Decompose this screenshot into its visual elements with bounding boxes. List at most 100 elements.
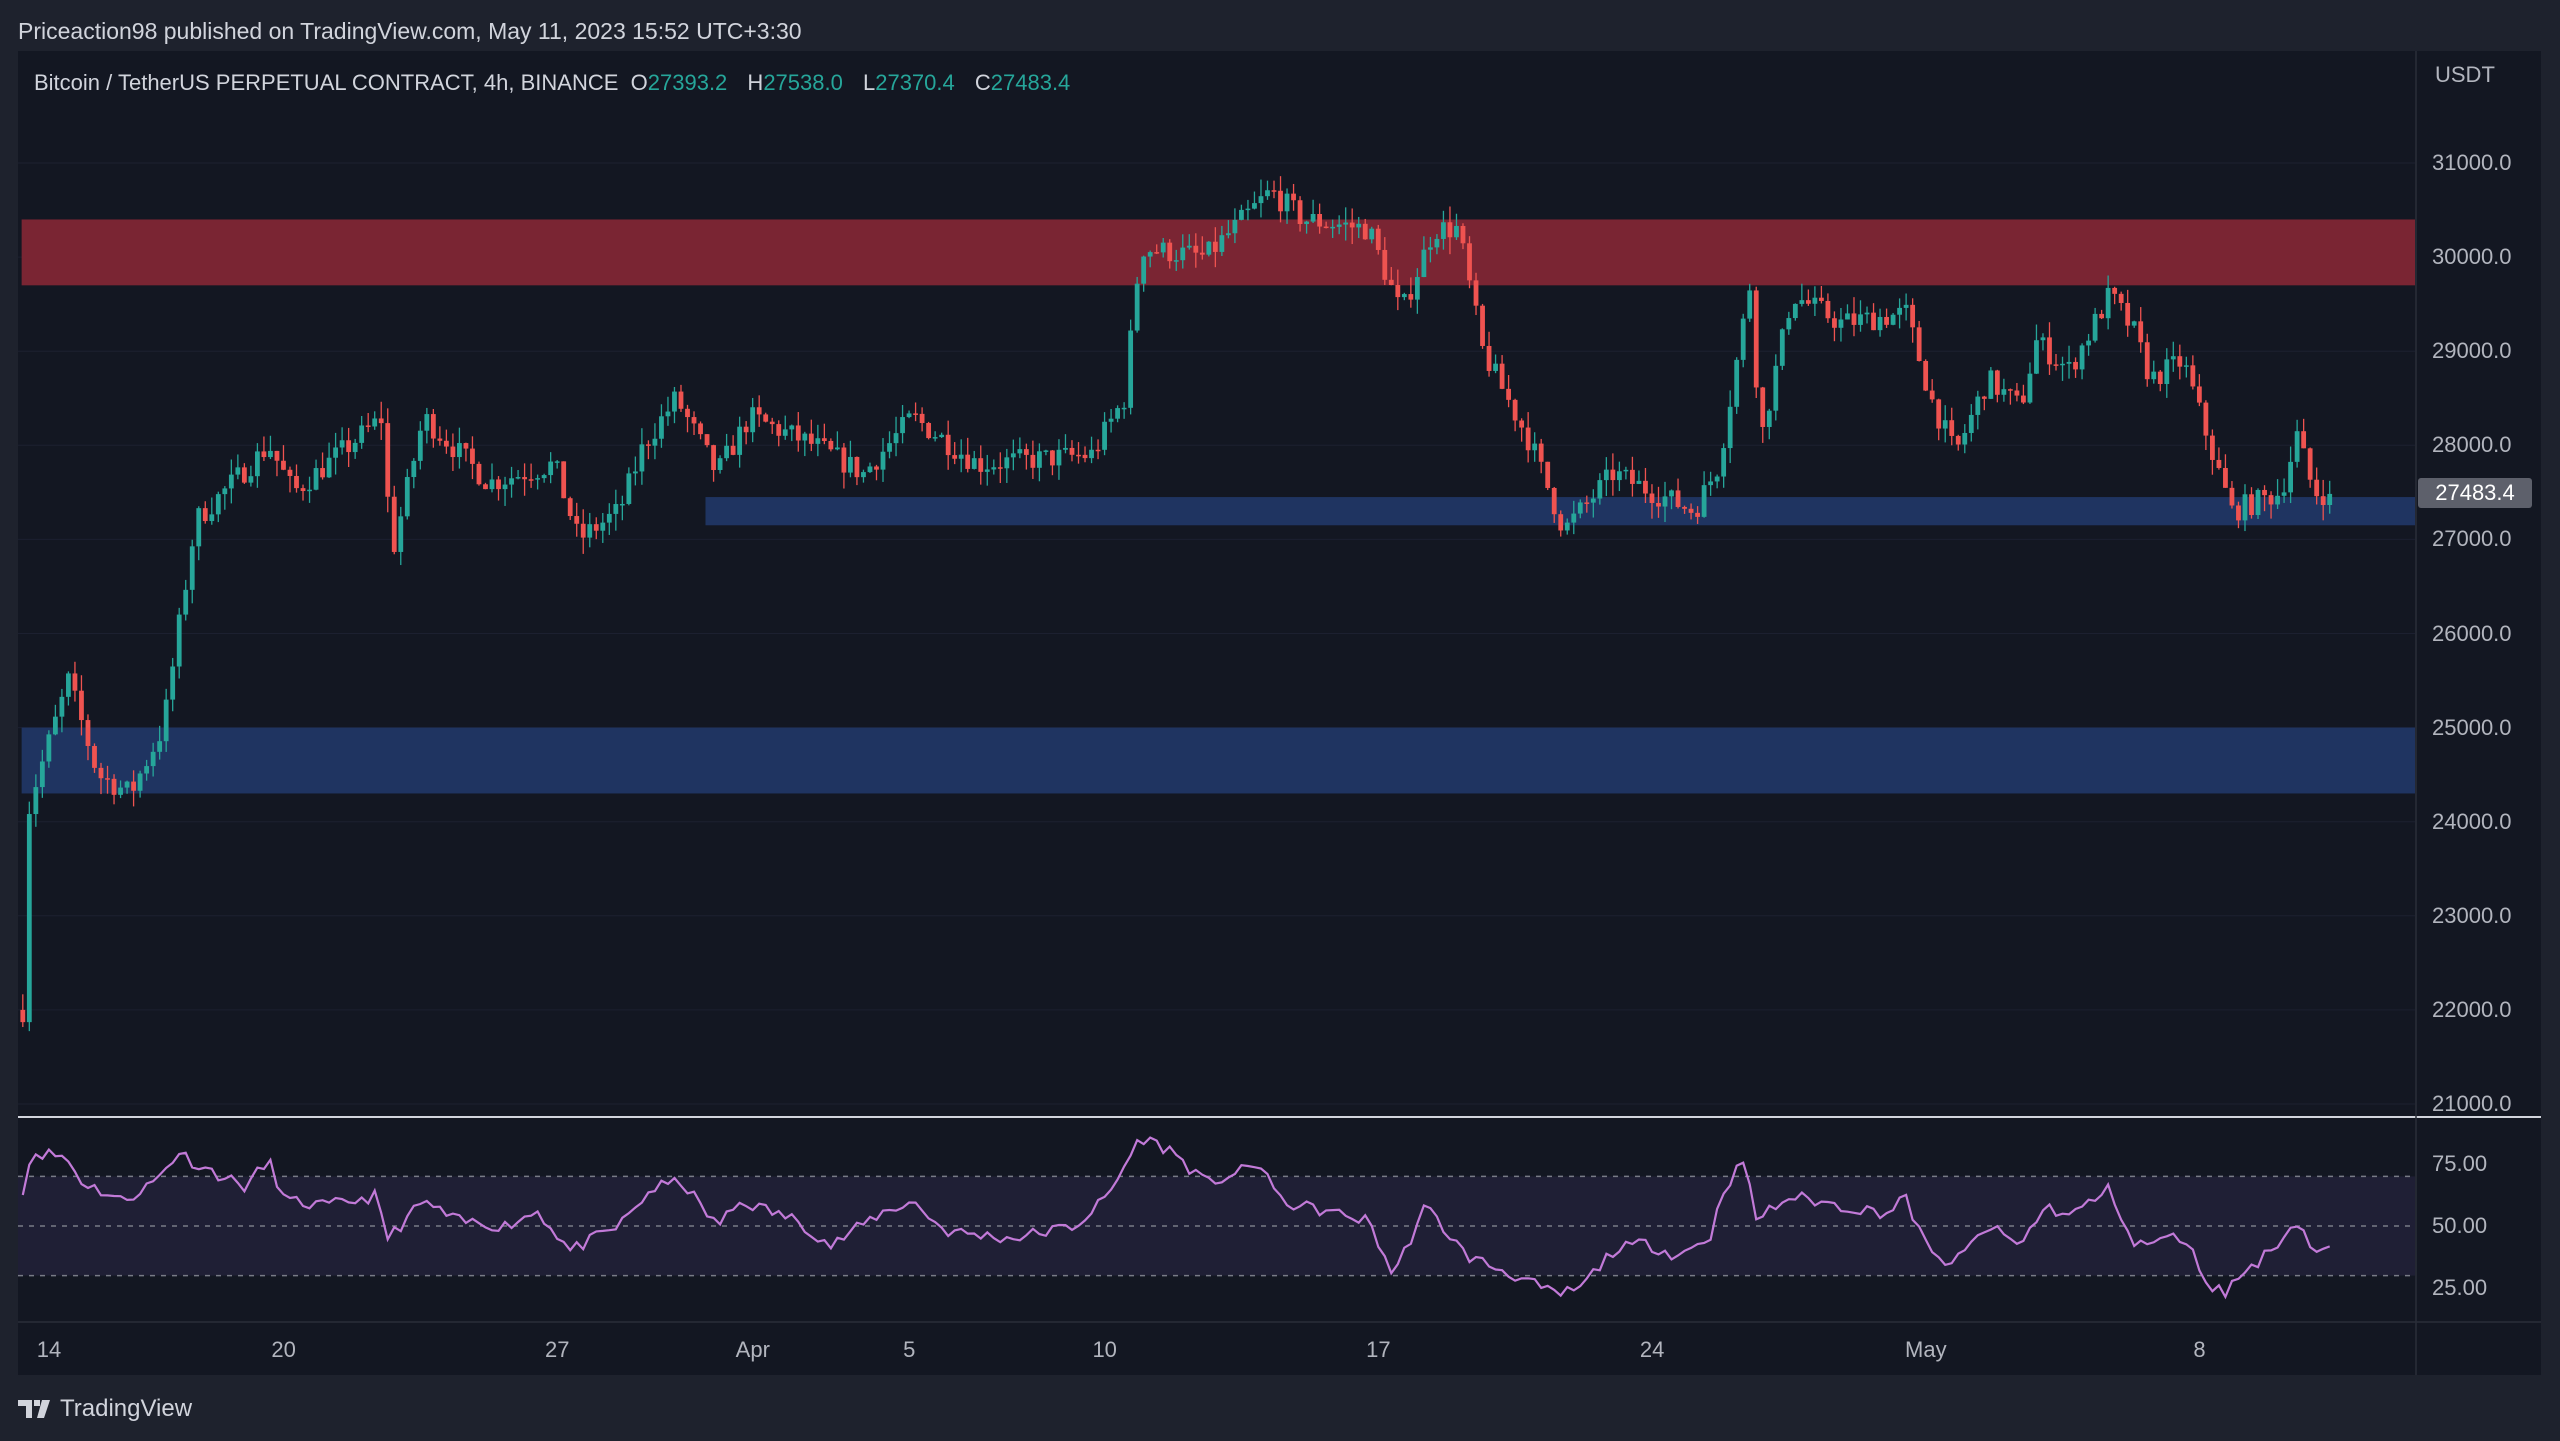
- candle-body: [378, 418, 384, 424]
- candle-body: [2053, 364, 2059, 366]
- candle-body: [2151, 371, 2157, 380]
- candle-body: [320, 468, 325, 478]
- candle-body: [574, 516, 580, 524]
- candle-body: [1030, 454, 1036, 468]
- candle-body: [1369, 228, 1375, 240]
- candle-body: [294, 475, 299, 489]
- candle-body: [124, 781, 130, 788]
- candle-body: [1903, 304, 1909, 308]
- candle-body: [1597, 480, 1603, 499]
- candle-body: [1981, 396, 1987, 399]
- candle-body: [834, 447, 840, 450]
- candle-body: [1252, 203, 1257, 209]
- candle-body: [1258, 196, 1264, 204]
- candle-body: [1050, 450, 1055, 466]
- candle-body: [476, 463, 482, 485]
- candle-body: [795, 425, 801, 441]
- candle-body: [626, 473, 632, 504]
- candle-body: [580, 523, 586, 538]
- candle-body: [1447, 222, 1453, 238]
- candle-body: [398, 516, 404, 552]
- candle-body: [1643, 480, 1648, 494]
- candle-body: [2066, 361, 2072, 364]
- candle-body: [1382, 249, 1388, 280]
- candle-body: [1649, 493, 1655, 503]
- candle-body: [1323, 226, 1329, 229]
- price-tick: 24000.0: [2432, 808, 2512, 834]
- candle-body: [137, 773, 143, 791]
- candle-body: [554, 461, 560, 463]
- candle-body: [685, 408, 690, 418]
- rsi-tick: 75.00: [2432, 1151, 2488, 1176]
- candle-body: [1662, 496, 1668, 507]
- candle-body: [1004, 457, 1010, 469]
- candle-body: [541, 475, 547, 479]
- candle-body: [1082, 454, 1088, 459]
- candle-body: [359, 425, 365, 443]
- candle-body: [1792, 303, 1798, 319]
- close-value: 27483.4: [990, 70, 1071, 95]
- candle-body: [313, 468, 319, 490]
- candle-body: [1076, 454, 1081, 457]
- candle-body: [209, 514, 215, 522]
- candle-body: [450, 446, 456, 458]
- candle-body: [2099, 313, 2105, 319]
- candle-body: [1812, 297, 1818, 304]
- candle-body: [704, 434, 710, 446]
- candle-body: [1265, 190, 1270, 197]
- candle-body: [1721, 448, 1727, 477]
- candle-body: [1871, 312, 1876, 331]
- candle-body: [1486, 345, 1492, 371]
- candle-body: [1577, 502, 1583, 514]
- candle-body: [1428, 247, 1433, 250]
- candle-body: [1558, 514, 1564, 531]
- candle-body: [268, 450, 273, 458]
- candle-body: [2314, 479, 2320, 497]
- candle-body: [98, 767, 104, 779]
- candle-body: [339, 440, 345, 448]
- candle-body: [430, 414, 436, 439]
- candle-body: [2203, 402, 2209, 436]
- candle-body: [372, 418, 378, 427]
- price-tick: 26000.0: [2432, 620, 2512, 646]
- candle-body: [880, 451, 886, 470]
- candle-body: [567, 498, 573, 517]
- rsi-line: [21, 1136, 2331, 1300]
- candle-body: [1532, 443, 1538, 451]
- candle-body: [802, 433, 808, 441]
- candle-body: [652, 438, 658, 446]
- candle-body: [971, 458, 977, 469]
- candle-body: [1519, 420, 1525, 428]
- candle-body: [958, 454, 964, 459]
- candle-body: [1154, 252, 1160, 254]
- candle-body: [926, 423, 932, 439]
- tradingview-logo[interactable]: TradingView: [18, 1395, 192, 1423]
- candle-body: [600, 522, 606, 531]
- candle-body: [1975, 396, 1981, 415]
- candle-body: [1121, 407, 1127, 410]
- candle-body: [724, 445, 730, 459]
- candle-body: [1343, 222, 1349, 225]
- price-tick: 25000.0: [2432, 714, 2512, 740]
- candle-body: [2040, 337, 2046, 341]
- candle-body: [2092, 313, 2098, 341]
- high-value: 27538.0: [763, 70, 843, 95]
- candle-body: [1206, 241, 1212, 255]
- candle-body: [1682, 506, 1687, 509]
- candle-body: [1219, 235, 1225, 252]
- candle-body: [1362, 223, 1368, 240]
- candle-body: [821, 438, 827, 441]
- candle-body: [730, 445, 736, 455]
- candle-body: [2118, 293, 2124, 303]
- candle-body: [1962, 432, 1968, 445]
- candle-body: [2021, 395, 2026, 403]
- candle-body: [176, 614, 182, 667]
- candle-body: [945, 434, 951, 456]
- candle-body: [561, 461, 567, 499]
- candle-body: [1701, 485, 1707, 517]
- candle-body: [698, 423, 703, 435]
- candle-body: [2262, 489, 2267, 496]
- candle-body: [1310, 213, 1316, 222]
- candle-body: [848, 456, 853, 473]
